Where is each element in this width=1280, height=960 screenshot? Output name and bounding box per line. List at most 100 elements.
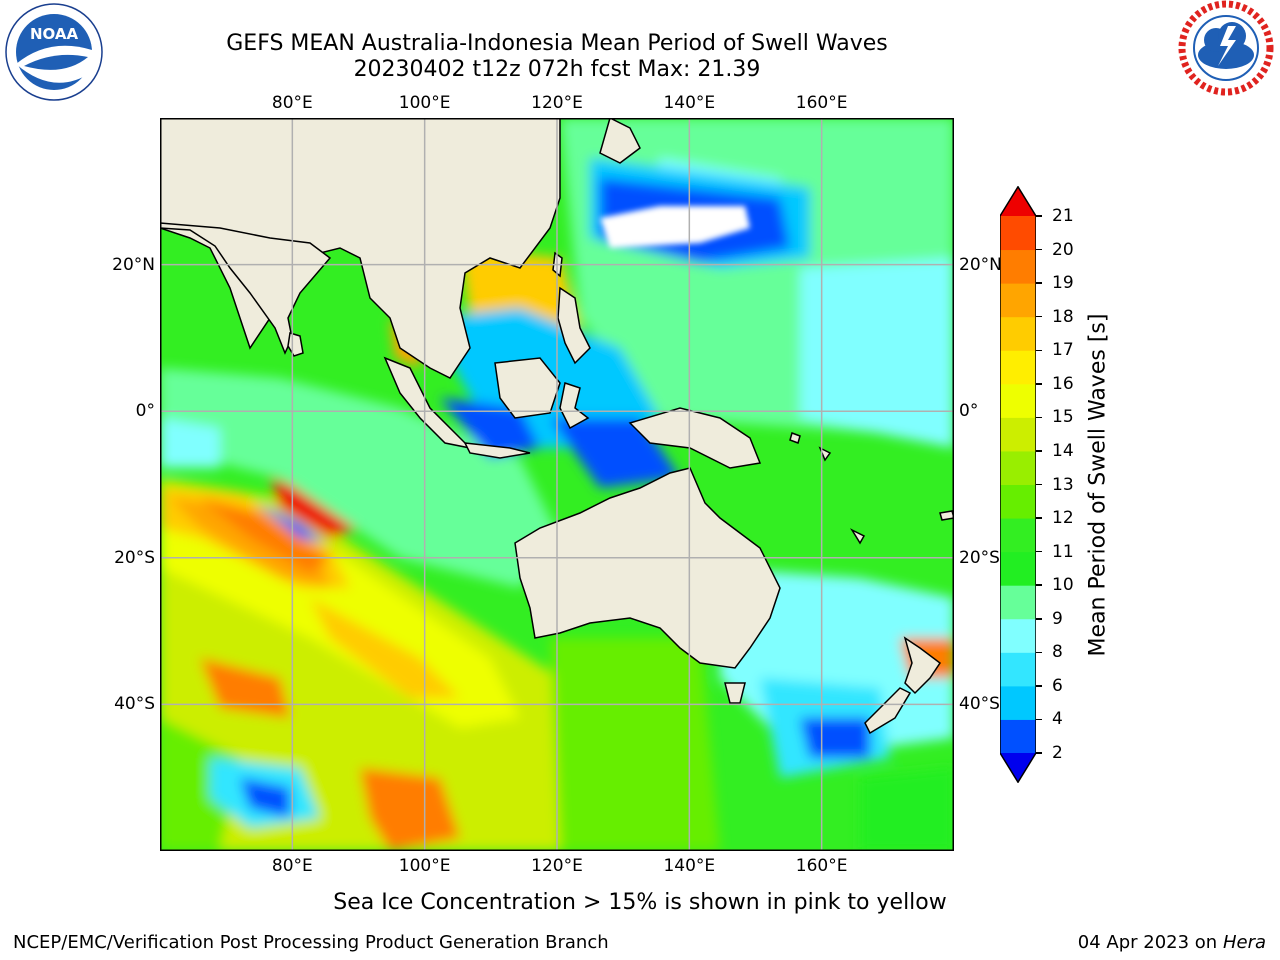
colorbar-segment [1000,383,1036,418]
colorbar-tick-label: 17 [1052,340,1074,361]
land-nz-north [903,636,942,695]
land-nz-south [864,687,912,735]
colorbar-tick-label: 15 [1052,407,1074,428]
land-solomons [789,432,801,444]
land-japan [599,118,641,164]
colorbar-segment [1000,249,1036,284]
colorbar-tick-label: 9 [1052,608,1063,629]
footer-left: NCEP/EMC/Verification Post Processing Pr… [13,932,609,953]
colorbar [999,185,1037,784]
colorbar-tick-label: 19 [1052,273,1074,294]
sea-ice-note: Sea Ice Concentration > 15% is shown in … [333,890,947,915]
colorbar-under-triangle [1000,753,1036,783]
missing-data-area [600,206,750,248]
colorbar-tick-mark [1036,752,1042,754]
colorbar-tick-mark [1036,651,1042,654]
map-plot [160,118,954,851]
colorbar-tick-label: 16 [1052,373,1074,394]
land-sulawesi [559,382,590,430]
lat-tick-left: 20°S [114,547,155,568]
land-asia [160,118,561,379]
lat-tick-left: 0° [135,401,155,422]
land-australia [514,467,781,669]
lon-tick-top: 160°E [795,93,848,113]
colorbar-tick-label: 6 [1052,675,1063,696]
colorbar-tick-label: 10 [1052,575,1074,596]
colorbar-segment [1000,719,1036,754]
colorbar-tick-label: 18 [1052,306,1074,327]
colorbar-tick-mark [1036,483,1042,486]
noaa-logo: NOAA [4,2,104,102]
colorbar-tick-label: 13 [1052,474,1074,495]
colorbar-segment [1000,652,1036,687]
graticule [160,118,954,851]
lon-tick-top: 80°E [271,93,313,113]
colorbar-segment [1000,551,1036,586]
colorbar-tick-label: 4 [1052,709,1063,730]
colorbar-graphic [999,185,1037,784]
land-borneo [494,357,561,419]
colorbar-tick-mark [1036,282,1042,284]
colorbar-tick-mark [1036,349,1042,351]
colorbar-tick-mark [1036,315,1042,318]
footer-right: 04 Apr 2023 on Hera [1078,932,1266,953]
land-vanuatu [818,446,832,462]
colorbar-tick-mark [1036,685,1042,687]
lon-tick-bottom: 160°E [795,856,848,876]
colorbar-tick-mark [1036,215,1042,217]
colorbar-tick-mark [1036,718,1042,721]
lon-tick-bottom: 120°E [531,856,583,876]
colorbar-tick-mark [1036,450,1042,452]
lon-tick-top: 120°E [531,93,583,113]
footer-host: Hera [1222,932,1266,953]
lat-tick-right: 20°N [959,254,1002,275]
lon-tick-top: 100°E [398,93,451,113]
colorbar-tick-mark [1036,248,1042,251]
colorbar-label: Mean Period of Swell Waves [s] [1085,313,1111,657]
colorbar-segment [1000,484,1036,519]
land-fiji [939,510,954,521]
colorbar-tick-label: 2 [1052,743,1063,763]
land-new-caledonia [849,528,866,545]
map-frame [160,118,954,851]
colorbar-tick-label: 12 [1052,508,1074,529]
lat-tick-left: 40°S [114,694,155,715]
colorbar-tick-label: 11 [1052,541,1074,562]
lat-tick-left: 20°N [112,254,155,275]
land-java [463,442,531,459]
noaa-logo-text: NOAA [30,25,79,43]
chart-title-line2: 20230402 t12z 072h fcst Max: 21.39 [353,57,761,82]
colorbar-segment [1000,350,1036,385]
colorbar-tick-label: 14 [1052,440,1074,461]
land-india [160,222,332,355]
lat-tick-right: 40°S [959,694,1000,715]
colorbar-tick-label: 8 [1052,642,1063,663]
lon-tick-bottom: 100°E [398,856,451,876]
colorbar-over-triangle [1000,186,1036,216]
colorbar-tick-mark [1036,517,1042,519]
colorbar-tick-mark [1036,416,1042,419]
colorbar-segment [1000,216,1036,251]
lat-tick-right: 20°S [959,547,1000,568]
colorbar-segment [1000,585,1036,620]
colorbar-segment [1000,518,1036,553]
lon-tick-bottom: 80°E [271,856,313,876]
colorbar-tick-mark [1036,550,1042,553]
colorbar-segment [1000,450,1036,485]
colorbar-tick-label: 21 [1052,206,1074,226]
map-panel [160,118,954,851]
colorbar-tick-label: 20 [1052,239,1074,260]
colorbar-tick-mark [1036,584,1042,586]
lat-tick-right: 0° [959,401,979,422]
chart-title-line1: GEFS MEAN Australia-Indonesia Mean Perio… [226,31,888,56]
lon-tick-bottom: 140°E [663,856,716,876]
colorbar-segment [1000,283,1036,318]
colorbar-segment [1000,316,1036,351]
colorbar-segment [1000,618,1036,653]
land-tasmania [724,682,746,704]
colorbar-tick-mark [1036,383,1042,385]
nws-logo [1176,0,1276,100]
footer-date: 04 Apr 2023 on [1077,932,1223,953]
colorbar-tick-mark [1036,618,1042,620]
colorbar-segment [1000,685,1036,720]
